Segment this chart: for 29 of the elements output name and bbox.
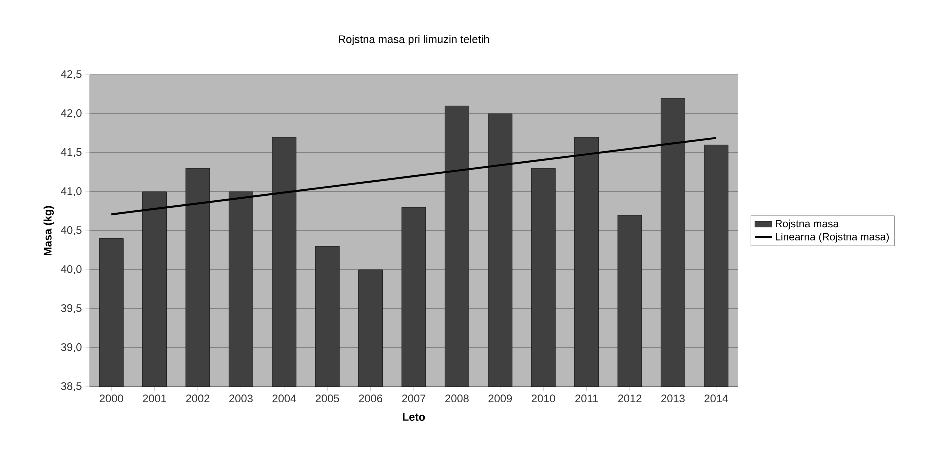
x-tick-label: 2000 bbox=[100, 394, 124, 403]
y-tick-label: 40,5 bbox=[61, 226, 82, 236]
x-tick-label: 2002 bbox=[186, 394, 210, 403]
x-tick-label: 2014 bbox=[704, 394, 728, 403]
y-tick-label: 39,0 bbox=[61, 343, 82, 353]
x-tick-label: 2010 bbox=[532, 394, 556, 403]
y-tick-label: 42,5 bbox=[61, 70, 82, 80]
y-axis-title: Masa (kg) bbox=[44, 206, 54, 256]
x-tick-label: 2008 bbox=[446, 394, 469, 403]
x-tick-label: 2009 bbox=[488, 394, 512, 403]
x-tick-label: 2004 bbox=[272, 394, 296, 403]
x-tick-label: 2003 bbox=[230, 394, 253, 403]
y-tick-label: 41,5 bbox=[61, 148, 82, 158]
x-tick-label: 2006 bbox=[359, 394, 383, 403]
x-tick-label: 2011 bbox=[576, 394, 598, 403]
x-axis-title: Leto bbox=[403, 413, 426, 422]
x-tick-label: 2012 bbox=[618, 394, 642, 403]
x-tick-label: 2013 bbox=[662, 394, 685, 403]
x-tick-label: 2005 bbox=[316, 394, 340, 403]
legend-label: Linearna (Rojstna masa) bbox=[776, 232, 890, 243]
y-tick-label: 39,5 bbox=[61, 304, 82, 314]
y-tick-label: 42,0 bbox=[61, 109, 82, 119]
legend-label: Rojstna masa bbox=[776, 220, 840, 230]
x-tick-label: 2001 bbox=[143, 394, 166, 403]
y-tick-label: 40,0 bbox=[61, 265, 82, 275]
y-tick-label: 38,5 bbox=[61, 382, 82, 392]
chart-title: Rojstna masa pri limuzin teletih bbox=[339, 35, 490, 46]
x-tick-label: 2007 bbox=[402, 394, 426, 403]
y-tick-label: 41,0 bbox=[61, 187, 82, 197]
